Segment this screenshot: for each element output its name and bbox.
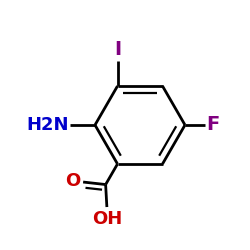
- Text: H2N: H2N: [26, 116, 69, 134]
- Text: O: O: [65, 172, 80, 190]
- Text: F: F: [206, 116, 220, 134]
- Text: OH: OH: [92, 210, 122, 228]
- Text: I: I: [114, 40, 121, 58]
